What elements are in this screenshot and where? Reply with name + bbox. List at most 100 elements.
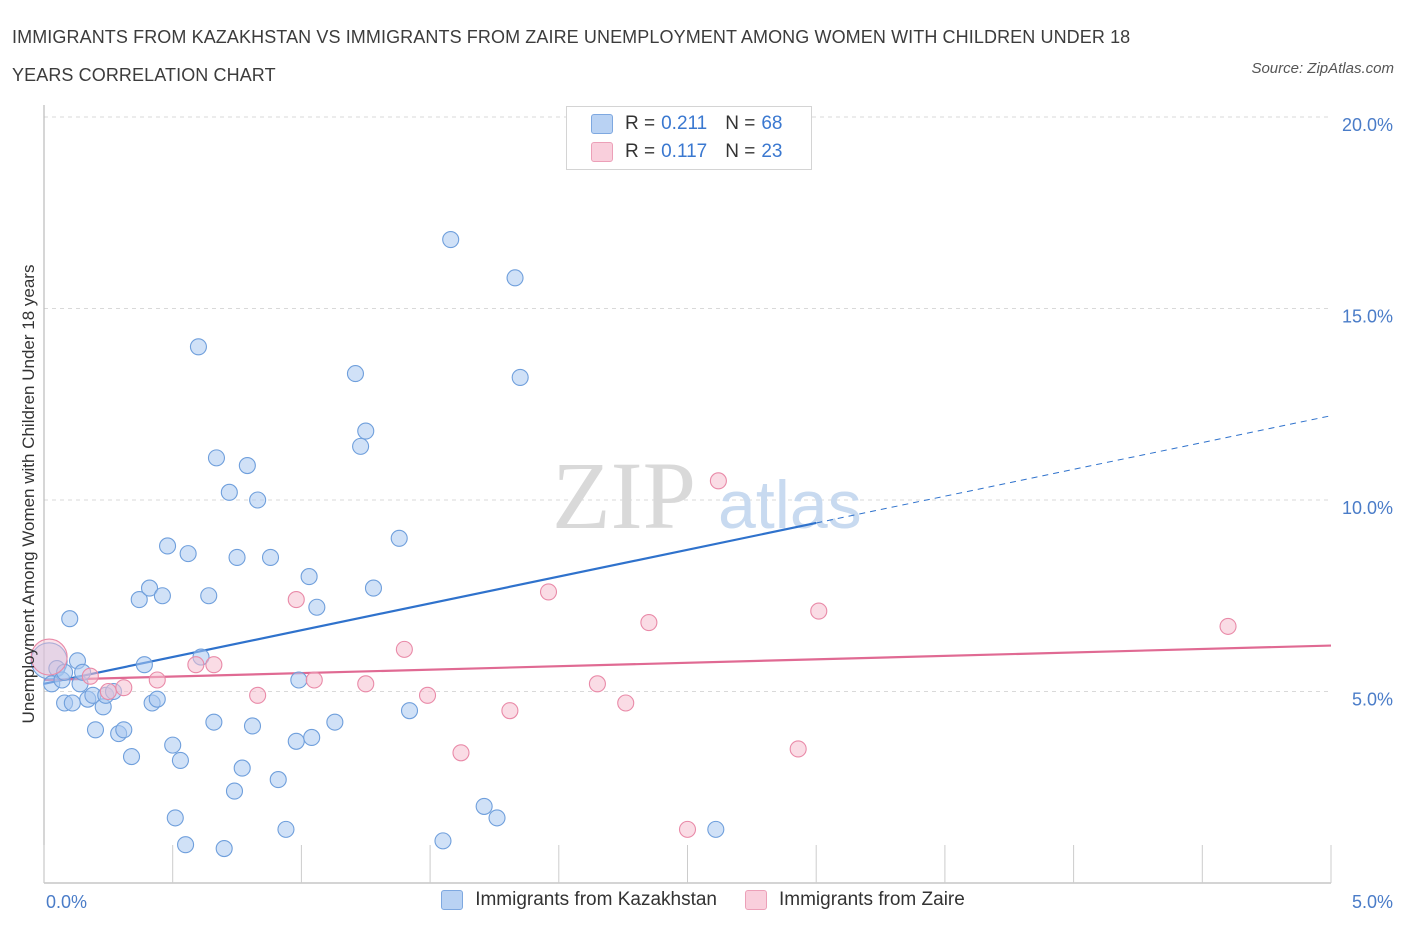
kazakhstan-point	[171, 751, 189, 769]
zaire-point	[305, 671, 323, 689]
kazakhstan-point	[238, 456, 256, 475]
zaire-point	[709, 472, 727, 490]
kazakhstan-point	[390, 529, 408, 547]
legend-swatch-kazakhstan	[441, 890, 464, 910]
zaire-point	[249, 686, 267, 704]
legend-row-kazakhstan: R = 0.211 N = 68	[591, 112, 783, 136]
chart-title: IMMIGRANTS FROM KAZAKHSTAN VS IMMIGRANTS…	[12, 27, 1131, 85]
legend-swatch-kazakhstan	[591, 114, 613, 134]
legend-n-value: 68	[761, 113, 783, 134]
watermark-atlas: atlas	[718, 467, 862, 543]
kazakhstan-point	[140, 579, 159, 597]
y-tick-label: 10.0%	[1342, 498, 1393, 518]
zaire-point	[617, 694, 635, 712]
zaire-point	[1219, 617, 1237, 635]
kazakhstan-point	[215, 839, 233, 858]
kazakhstan-point	[352, 437, 370, 455]
kazakhstan-point	[63, 694, 81, 712]
kazakhstan-point	[277, 820, 295, 838]
kazakhstan-point	[442, 231, 460, 249]
legend-n-value: 23	[761, 141, 783, 162]
series-legend: Immigrants from Kazakhstan Immigrants fr…	[0, 889, 1406, 911]
data-points	[30, 231, 1237, 858]
kazakhstan-point	[115, 721, 133, 739]
grid-lines	[44, 116, 1331, 692]
zaire-point	[287, 591, 305, 609]
correlation-legend: R = 0.211 N = 68 R = 0.117 N = 23	[566, 106, 812, 170]
zaire-point	[99, 682, 117, 701]
zaire-point	[678, 820, 697, 838]
legend-n-label: N =	[725, 141, 756, 162]
zaire-point	[357, 675, 375, 693]
legend-r-value: 0.117	[661, 141, 708, 162]
kazakhstan-point	[179, 545, 197, 563]
kazakhstan-point	[159, 537, 177, 555]
kazakhstan-point	[400, 702, 419, 720]
zaire-point	[148, 671, 166, 689]
kazakhstan-point	[148, 690, 166, 708]
kazakhstan-point	[269, 771, 287, 789]
kazakhstan-point	[153, 587, 171, 605]
kazakhstan-trend-extension	[816, 415, 1332, 524]
legend-row-zaire: R = 0.117 N = 23	[591, 140, 783, 164]
kazakhstan-point	[225, 782, 244, 800]
zaire-point	[452, 744, 470, 762]
zaire-point	[81, 667, 99, 685]
kazakhstan-point	[261, 548, 280, 567]
legend-item-zaire[interactable]: Immigrants from Zaire	[745, 889, 965, 911]
legend-r-label: R =	[625, 113, 656, 134]
y-tick-label: 5.0%	[1352, 690, 1393, 710]
kazakhstan-point	[220, 483, 238, 501]
kazakhstan-point	[243, 717, 262, 735]
kazakhstan-point	[300, 568, 318, 586]
x-tick-label: 5.0%	[1352, 892, 1393, 912]
kazakhstan-point	[164, 736, 182, 754]
zaire-point	[30, 638, 68, 676]
kazakhstan-point	[228, 548, 246, 567]
zaire-point	[501, 702, 519, 720]
kazakhstan-point	[189, 338, 207, 356]
kazakhstan-point	[130, 591, 148, 609]
watermark: ZIP atlas	[552, 442, 862, 549]
zaire-point	[789, 740, 807, 758]
watermark-zip: ZIP	[552, 442, 696, 549]
zaire-point	[187, 656, 205, 674]
zaire-point	[418, 686, 437, 704]
kazakhstan-point	[177, 836, 195, 854]
kazakhstan-point	[166, 809, 184, 827]
source-note: Source: ZipAtlas.com	[1251, 60, 1394, 77]
kazakhstan-point	[511, 368, 529, 386]
legend-item-kazakhstan[interactable]: Immigrants from Kazakhstan	[441, 889, 717, 911]
kazakhstan-point	[506, 269, 524, 287]
zaire-point	[640, 614, 658, 632]
kazakhstan-point	[135, 656, 153, 674]
zaire-point	[588, 675, 606, 693]
kazakhstan-point	[488, 809, 506, 827]
kazakhstan-point	[200, 587, 218, 605]
kazakhstan-point	[434, 832, 452, 850]
kazakhstan-point	[122, 748, 141, 766]
zaire-point	[539, 583, 558, 601]
kazakhstan-point	[308, 598, 326, 616]
kazakhstan-point	[364, 579, 383, 597]
y-tick-label: 15.0%	[1342, 307, 1393, 327]
kazakhstan-point	[287, 732, 305, 750]
kazakhstan-point	[233, 759, 251, 777]
kazakhstan-trend-line	[43, 521, 817, 685]
axes	[43, 105, 1332, 884]
zaire-point	[205, 656, 223, 674]
zaire-point	[395, 640, 413, 658]
zaire-point	[810, 602, 828, 620]
kazakhstan-point	[326, 713, 344, 731]
legend-n-label: N =	[725, 113, 756, 134]
y-tick-label: 20.0%	[1342, 115, 1393, 135]
kazakhstan-point	[357, 422, 375, 440]
legend-r-value: 0.211	[661, 113, 708, 134]
legend-r-label: R =	[625, 141, 656, 162]
legend-label-zaire: Immigrants from Zaire	[779, 889, 965, 910]
kazakhstan-point	[86, 721, 105, 739]
y-axis-label: Unemployment Among Women with Children U…	[19, 265, 38, 724]
kazakhstan-point	[56, 663, 74, 681]
kazakhstan-point	[205, 713, 223, 731]
tick-labels: 5.0% 10.0% 15.0% 20.0% 0.0% 5.0%	[46, 115, 1393, 912]
